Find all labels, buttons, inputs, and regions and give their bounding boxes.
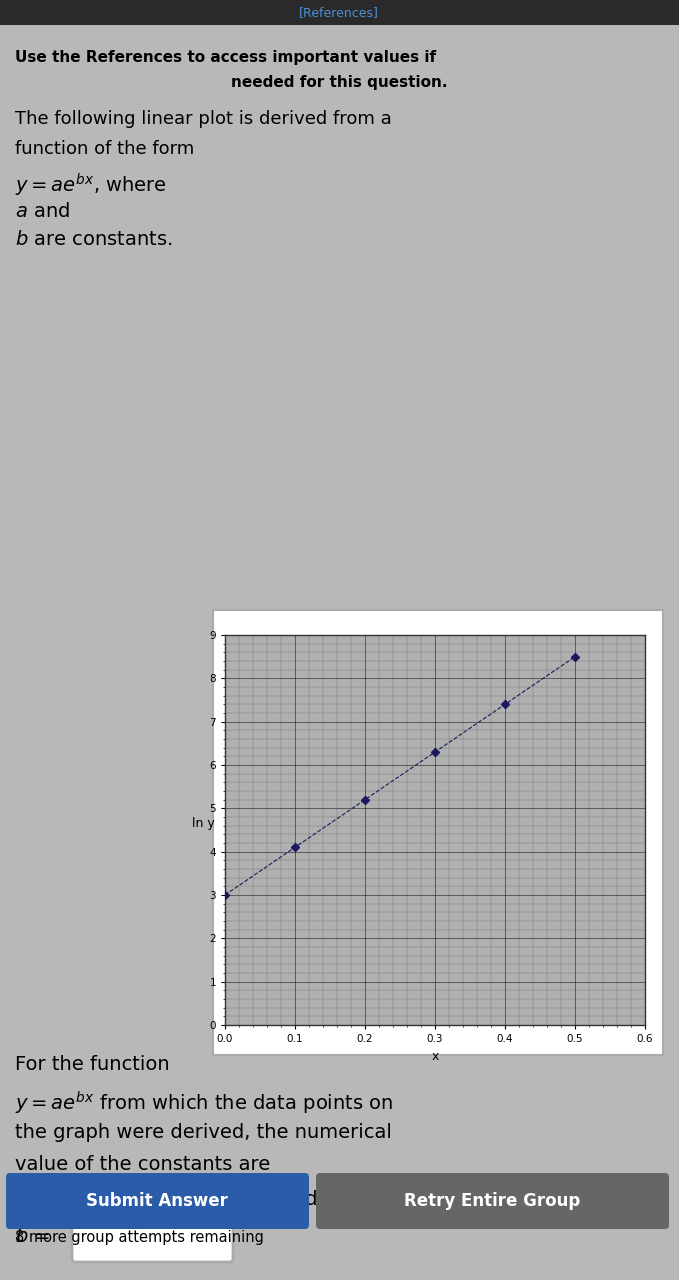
Text: The following linear plot is derived from a: The following linear plot is derived fro… [15,110,392,128]
Text: the graph were derived, the numerical: the graph were derived, the numerical [15,1123,392,1142]
Text: 8 more group attempts remaining: 8 more group attempts remaining [15,1230,264,1245]
Bar [213,611,663,1055]
Text: value of the constants are: value of the constants are [15,1155,270,1174]
FancyBboxPatch shape [316,1172,669,1229]
Bar [0,0,679,26]
Text: $b$ =: $b$ = [15,1228,50,1245]
Text: and: and [282,1190,318,1210]
Text: [References]: [References] [299,6,379,19]
Text: $y = ae^{bx}$ from which the data points on: $y = ae^{bx}$ from which the data points… [15,1091,393,1117]
X-axis label: x: x [431,1050,439,1062]
Y-axis label: ln y: ln y [192,817,215,829]
Text: needed for this question.: needed for this question. [231,76,447,90]
Text: Submit Answer: Submit Answer [86,1192,228,1210]
Text: $y = ae^{bx}$, where: $y = ae^{bx}$, where [15,172,167,200]
Text: $a$ =: $a$ = [15,1190,50,1210]
Text: $b$ are constants.: $b$ are constants. [15,230,172,250]
Text: Use the References to access important values if: Use the References to access important v… [15,50,436,65]
Text: function of the form: function of the form [15,140,194,157]
FancyBboxPatch shape [6,1172,309,1229]
Text: $a$ and: $a$ and [15,202,70,221]
Text: Retry Entire Group: Retry Entire Group [404,1192,580,1210]
FancyBboxPatch shape [72,1219,233,1262]
Text: For the function: For the function [15,1055,170,1074]
FancyBboxPatch shape [72,1181,273,1225]
